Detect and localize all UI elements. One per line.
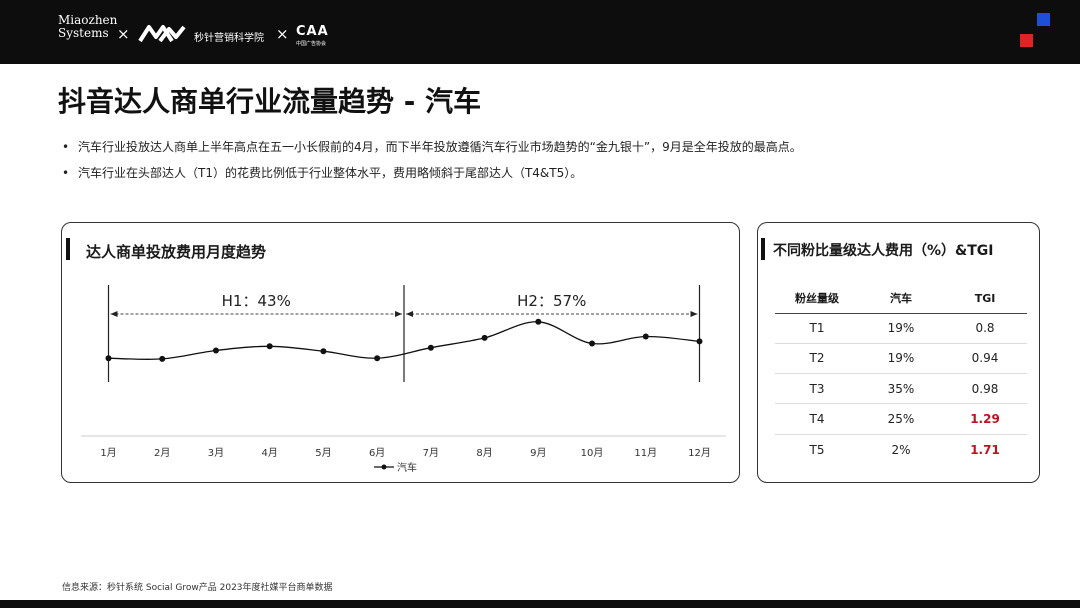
- x-tick-label: 12月: [688, 447, 711, 459]
- tgi-cell: 1.71: [970, 442, 1000, 457]
- chart-title: 达人商单投放费用月度趋势: [86, 243, 267, 261]
- table-row: T3 35% 0.98: [775, 373, 1027, 405]
- tgi-title-bar: [761, 238, 765, 260]
- panel-title-bar: [66, 238, 70, 260]
- half-share-label: H2：57%: [517, 292, 586, 310]
- academy-mm-icon: [138, 25, 186, 43]
- tier-cell: T4: [775, 403, 859, 435]
- table-row: T1 19% 0.8: [775, 313, 1027, 344]
- data-point: [427, 344, 434, 351]
- bullet-item: 汽车行业在头部达人（T1）的花费比例低于行业整体水平，费用略倾斜于尾部达人（T4…: [62, 160, 1022, 186]
- data-point: [696, 338, 703, 345]
- caa-logo-text: CAA: [296, 24, 329, 39]
- header-share: 汽车: [859, 284, 943, 314]
- header-tier: 粉丝量级: [775, 284, 859, 314]
- tgi-table: 粉丝量级 汽车 TGI T1 19% 0.8 T2 19% 0.94 T3 35% 0.98 T4…: [775, 284, 1027, 464]
- summary-bullets: 汽车行业投放达人商单上半年高点在五一小长假前的4月，而下半年投放遵循汽车行业市场…: [62, 134, 1022, 186]
- tier-cell: T5: [809, 442, 825, 457]
- x-tick-label: 10月: [581, 447, 604, 459]
- share-cell: 35%: [859, 373, 943, 405]
- tier-cell: T1: [775, 313, 859, 344]
- logo-line-2: Systems: [58, 26, 109, 40]
- x-tick-label: 1月: [100, 447, 116, 459]
- table-row: T2 19% 0.94: [775, 343, 1027, 375]
- legend-marker: [381, 464, 387, 470]
- monthly-trend-chart: H1：43% H2：57% 1月 2月 3月 4月 5月 6月 7月 8月 9月 10月 11月 12月汽…: [81, 285, 726, 474]
- x-tick-label: 8月: [476, 447, 492, 459]
- bottom-bar: [0, 600, 1080, 608]
- bullet-item: 汽车行业投放达人商单上半年高点在五一小长假前的4月，而下半年投放遵循汽车行业市场…: [62, 134, 1022, 160]
- x-tick-label: 5月: [315, 447, 331, 459]
- data-point: [535, 318, 542, 325]
- separator-x-2: ×: [276, 25, 289, 43]
- data-point: [320, 348, 327, 355]
- logo-line-1: Miaozhen: [58, 13, 118, 27]
- tgi-cell: 0.94: [943, 343, 1027, 375]
- separator-x-1: ×: [117, 25, 130, 43]
- data-point: [266, 343, 273, 350]
- series-line-auto: [108, 321, 700, 360]
- half-share-label: H1：43%: [222, 292, 291, 310]
- tgi-cell: 0.8: [943, 313, 1027, 344]
- data-point: [481, 334, 488, 341]
- source-note: 信息来源：秒针系统 Social Grow产品 2023年度社媒平台商单数据: [62, 583, 333, 593]
- data-point: [159, 355, 166, 362]
- red-square-decoration: [1020, 34, 1033, 47]
- x-tick-label: 4月: [261, 447, 277, 459]
- share-cell: 2%: [891, 442, 911, 457]
- tgi-cell: 0.98: [943, 373, 1027, 405]
- tgi-title: 不同粉比量级达人费用（%）&TGI: [773, 243, 994, 259]
- table-row: T4 25% 1.29: [775, 403, 1027, 435]
- x-tick-label: 11月: [634, 447, 657, 459]
- x-tick-label: 3月: [208, 447, 224, 459]
- caa-logo-subtext: 中国广告协会: [296, 41, 327, 47]
- share-cell: 19%: [859, 343, 943, 375]
- blue-square-decoration: [1037, 13, 1050, 26]
- share-cell: 19%: [859, 313, 943, 344]
- tier-cell: T2: [775, 343, 859, 375]
- header-tgi: TGI: [943, 284, 1027, 314]
- monthly-trend-panel: [61, 222, 740, 483]
- tgi-cell: 1.29: [943, 403, 1027, 435]
- data-point: [212, 347, 219, 354]
- page-title: 抖音达人商单行业流量趋势 - 汽车: [58, 85, 482, 118]
- table-row: T5 2% 1.71: [775, 434, 1027, 464]
- caa-logo: CAA 中国广告协会: [296, 24, 340, 50]
- data-point: [589, 340, 596, 347]
- data-point: [105, 355, 112, 362]
- x-tick-label: 6月: [369, 447, 385, 459]
- data-point: [374, 355, 381, 362]
- table-header-row: 粉丝量级 汽车 TGI: [775, 284, 1027, 314]
- x-tick-label: 9月: [530, 447, 546, 459]
- miaozhen-logo: Miaozhen Systems: [58, 13, 118, 40]
- tgi-panel: [757, 222, 1040, 483]
- share-cell: 25%: [859, 403, 943, 435]
- x-tick-label: 7月: [423, 447, 439, 459]
- legend-label: 汽车: [397, 461, 417, 474]
- data-point: [642, 333, 649, 340]
- academy-name: 秒针营销科学院: [194, 33, 264, 44]
- x-tick-label: 2月: [154, 447, 170, 459]
- tier-cell: T3: [775, 373, 859, 405]
